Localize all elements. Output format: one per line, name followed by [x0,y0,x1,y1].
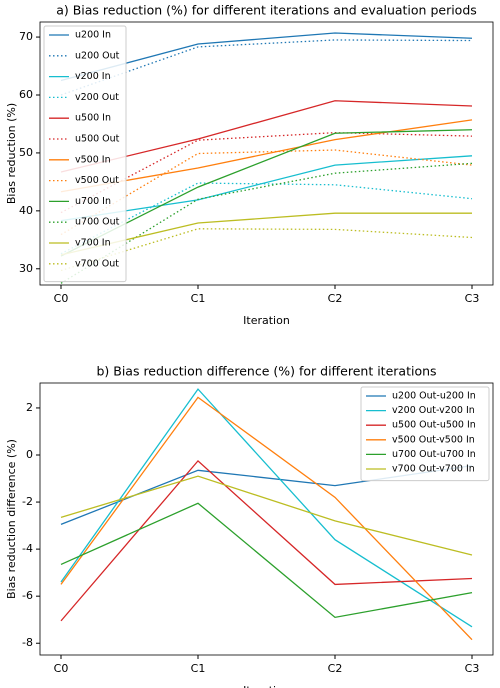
series-line [60,155,473,222]
legend-label: v700 Out-v700 In [392,464,475,475]
y-axis-label: Bias reduction difference (%) [5,439,18,599]
series-line [60,162,473,284]
y-tick-label: 2 [26,401,33,414]
x-tick-label: C1 [191,292,206,305]
legend-box [360,386,490,482]
plot-frame [39,382,494,656]
series-line [60,131,473,214]
legend-label: u700 In [75,196,111,207]
x-tick-label: C3 [465,662,480,675]
legend-label: u200 Out-u200 In [392,391,476,402]
y-tick-label: 40 [19,204,33,217]
x-tick-label: C0 [54,662,69,675]
y-tick-label: -8 [22,636,33,649]
series-line [60,475,473,556]
y-tick-label: -6 [22,589,33,602]
series-line [60,502,473,619]
chart-title: b) Bias reduction difference (%) for dif… [96,364,436,379]
y-tick-label: 70 [19,30,33,43]
series-line [60,388,473,628]
plot-frame [39,21,494,286]
y-tick-label: 60 [19,88,33,101]
x-tick-label: C2 [328,662,343,675]
y-tick-label: 0 [26,448,33,461]
y-tick-label: 30 [19,262,33,275]
chart-title: a) Bias reduction (%) for different iter… [56,3,477,18]
legend-label: v200 In [75,71,111,82]
legend-label: u200 Out [75,50,120,61]
legend-label: u500 Out-u500 In [392,420,476,431]
x-axis-label: Iteration [243,314,290,327]
legend-label: u200 In [75,30,111,41]
series-line [60,129,473,257]
series-line [60,32,473,82]
series-line [60,396,473,641]
series-line [60,459,473,622]
legend-label: u700 Out-u700 In [392,449,476,460]
legend-label: u700 Out [75,217,120,228]
series-line [60,212,472,256]
x-tick-label: C1 [191,662,206,675]
legend-label: v200 Out [75,92,119,103]
legend-label: v200 Out-v200 In [392,405,475,416]
x-tick-label: C0 [54,292,69,305]
series-line [60,228,473,272]
y-tick-label: 50 [19,146,33,159]
legend-label: v500 In [75,154,111,165]
series-line [60,119,473,193]
legend-label: u500 Out [75,134,120,145]
series-line [60,39,473,96]
legend-label: u500 In [75,113,111,124]
legend-label: v700 In [75,238,111,249]
x-tick-label: C2 [328,292,343,305]
series-line [60,149,473,236]
y-tick-label: -4 [22,542,33,555]
series-line [60,182,473,255]
legend-label: v500 Out [75,175,119,186]
legend-label: v700 Out [75,258,119,269]
x-tick-label: C3 [465,292,480,305]
legend-label: v500 Out-v500 In [392,434,475,445]
y-tick-label: -2 [22,495,33,508]
y-axis-label: Bias reduction (%) [5,103,18,204]
x-axis-label: Iteration [243,684,290,688]
series-line [60,100,473,173]
legend-box [43,25,127,283]
